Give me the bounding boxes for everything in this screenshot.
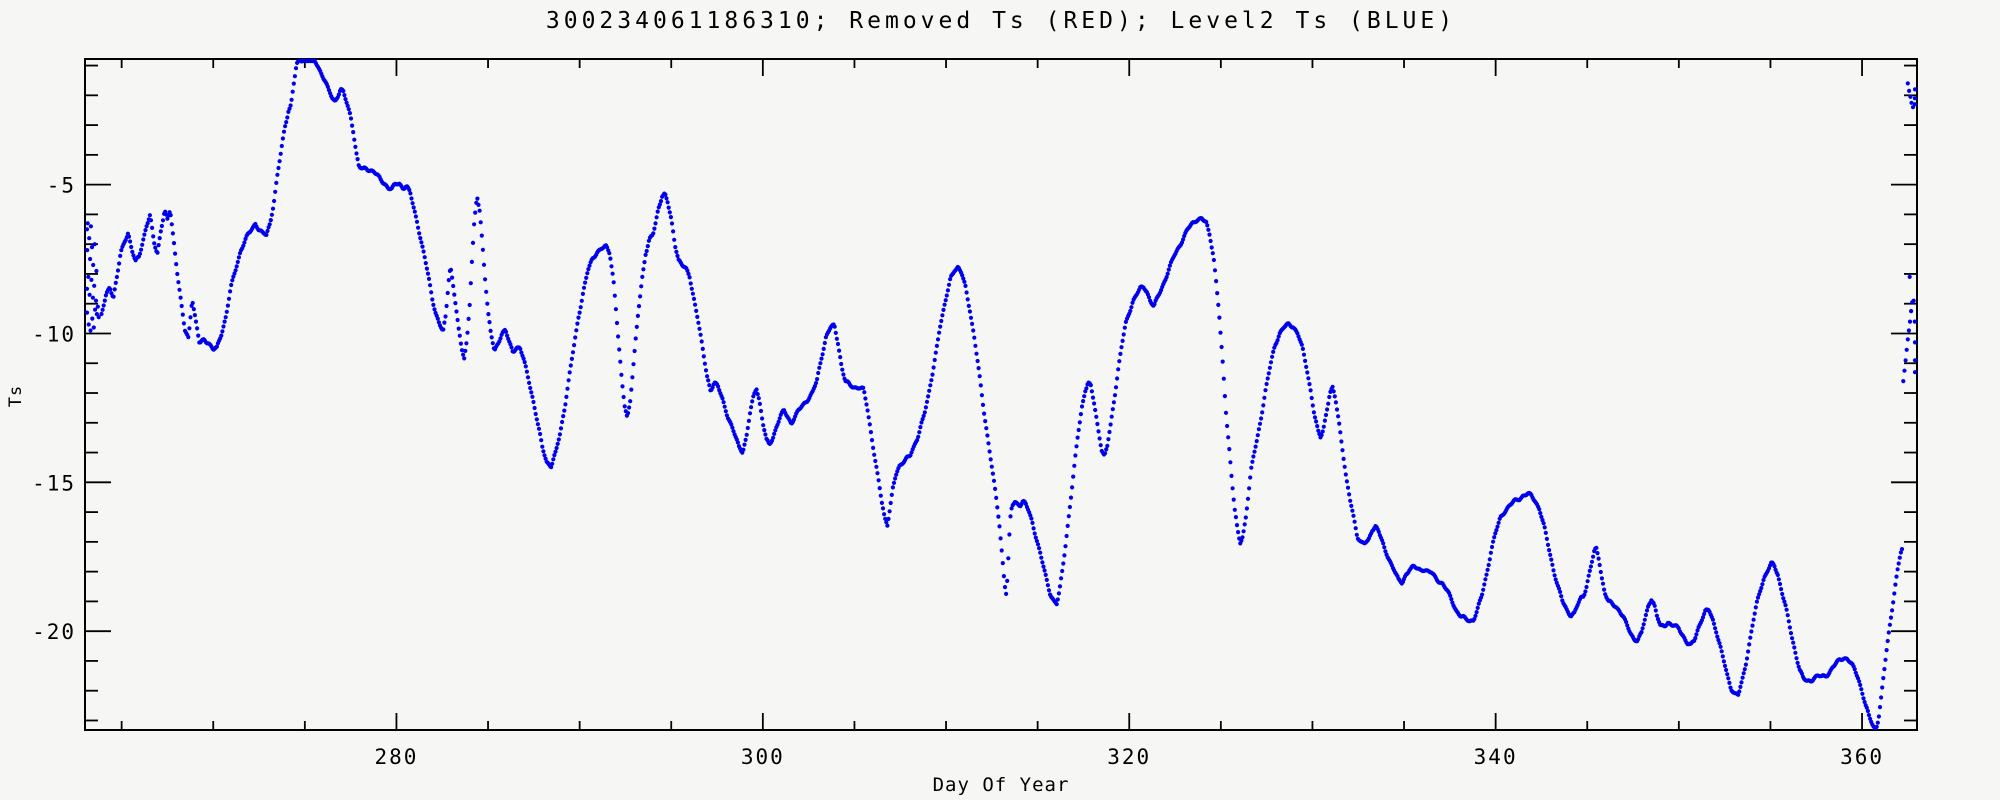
x-tick-label: 320 — [1107, 745, 1151, 769]
y-tick-label: -10 — [32, 322, 76, 346]
y-tick-label: -15 — [32, 471, 76, 495]
x-tick-label: 300 — [741, 745, 785, 769]
x-axis-label: Day Of Year — [932, 774, 1070, 796]
data-points — [84, 58, 1918, 731]
y-tick-label: -20 — [32, 620, 76, 644]
x-tick-label: 280 — [374, 745, 418, 769]
x-tick-label: 340 — [1474, 745, 1518, 769]
chart-title: 300234061186310; Removed Ts (RED); Level… — [545, 8, 1457, 34]
plot-frame — [84, 58, 1918, 731]
y-tick-label: -5 — [47, 174, 76, 198]
x-tick-label: 360 — [1840, 745, 1884, 769]
y-axis-label: Ts — [6, 384, 26, 408]
